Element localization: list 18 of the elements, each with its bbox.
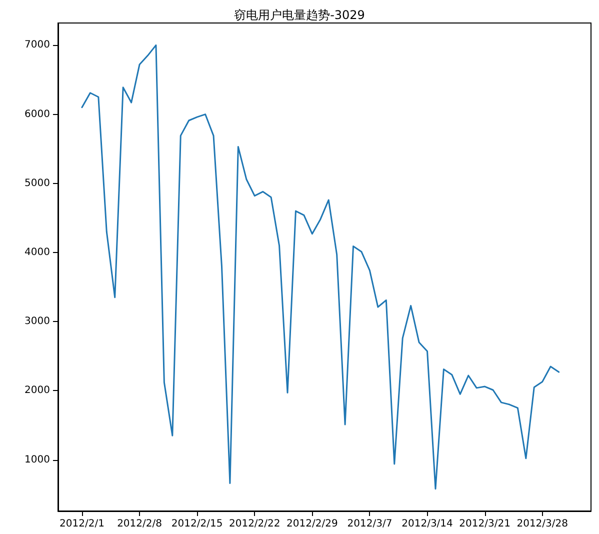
x-tick-label: 2012/2/1 xyxy=(60,518,104,530)
y-tick-label: 2000 xyxy=(24,385,50,396)
y-tick-label: 5000 xyxy=(24,178,50,189)
y-tick-label: 4000 xyxy=(24,246,50,258)
x-tick-label: 2012/2/22 xyxy=(228,518,280,530)
y-tick-label: 3000 xyxy=(24,316,50,328)
x-tick-label: 2012/2/8 xyxy=(117,518,162,530)
x-tick-label: 2012/3/28 xyxy=(516,518,568,530)
y-tick-label: 1000 xyxy=(24,454,50,466)
y-tick-label: 6000 xyxy=(24,108,50,120)
x-tick-label: 2012/3/21 xyxy=(459,518,510,530)
x-tick-label: 2012/2/15 xyxy=(171,518,223,530)
chart-title: 窃电用户电量趋势-3029 xyxy=(234,8,365,22)
x-tick-label: 2012/2/29 xyxy=(286,518,338,530)
x-tick-label: 2012/3/7 xyxy=(347,518,392,530)
y-tick-label: 7000 xyxy=(24,40,50,51)
line-series xyxy=(81,44,560,490)
x-tick-label: 2012/3/14 xyxy=(402,518,453,530)
